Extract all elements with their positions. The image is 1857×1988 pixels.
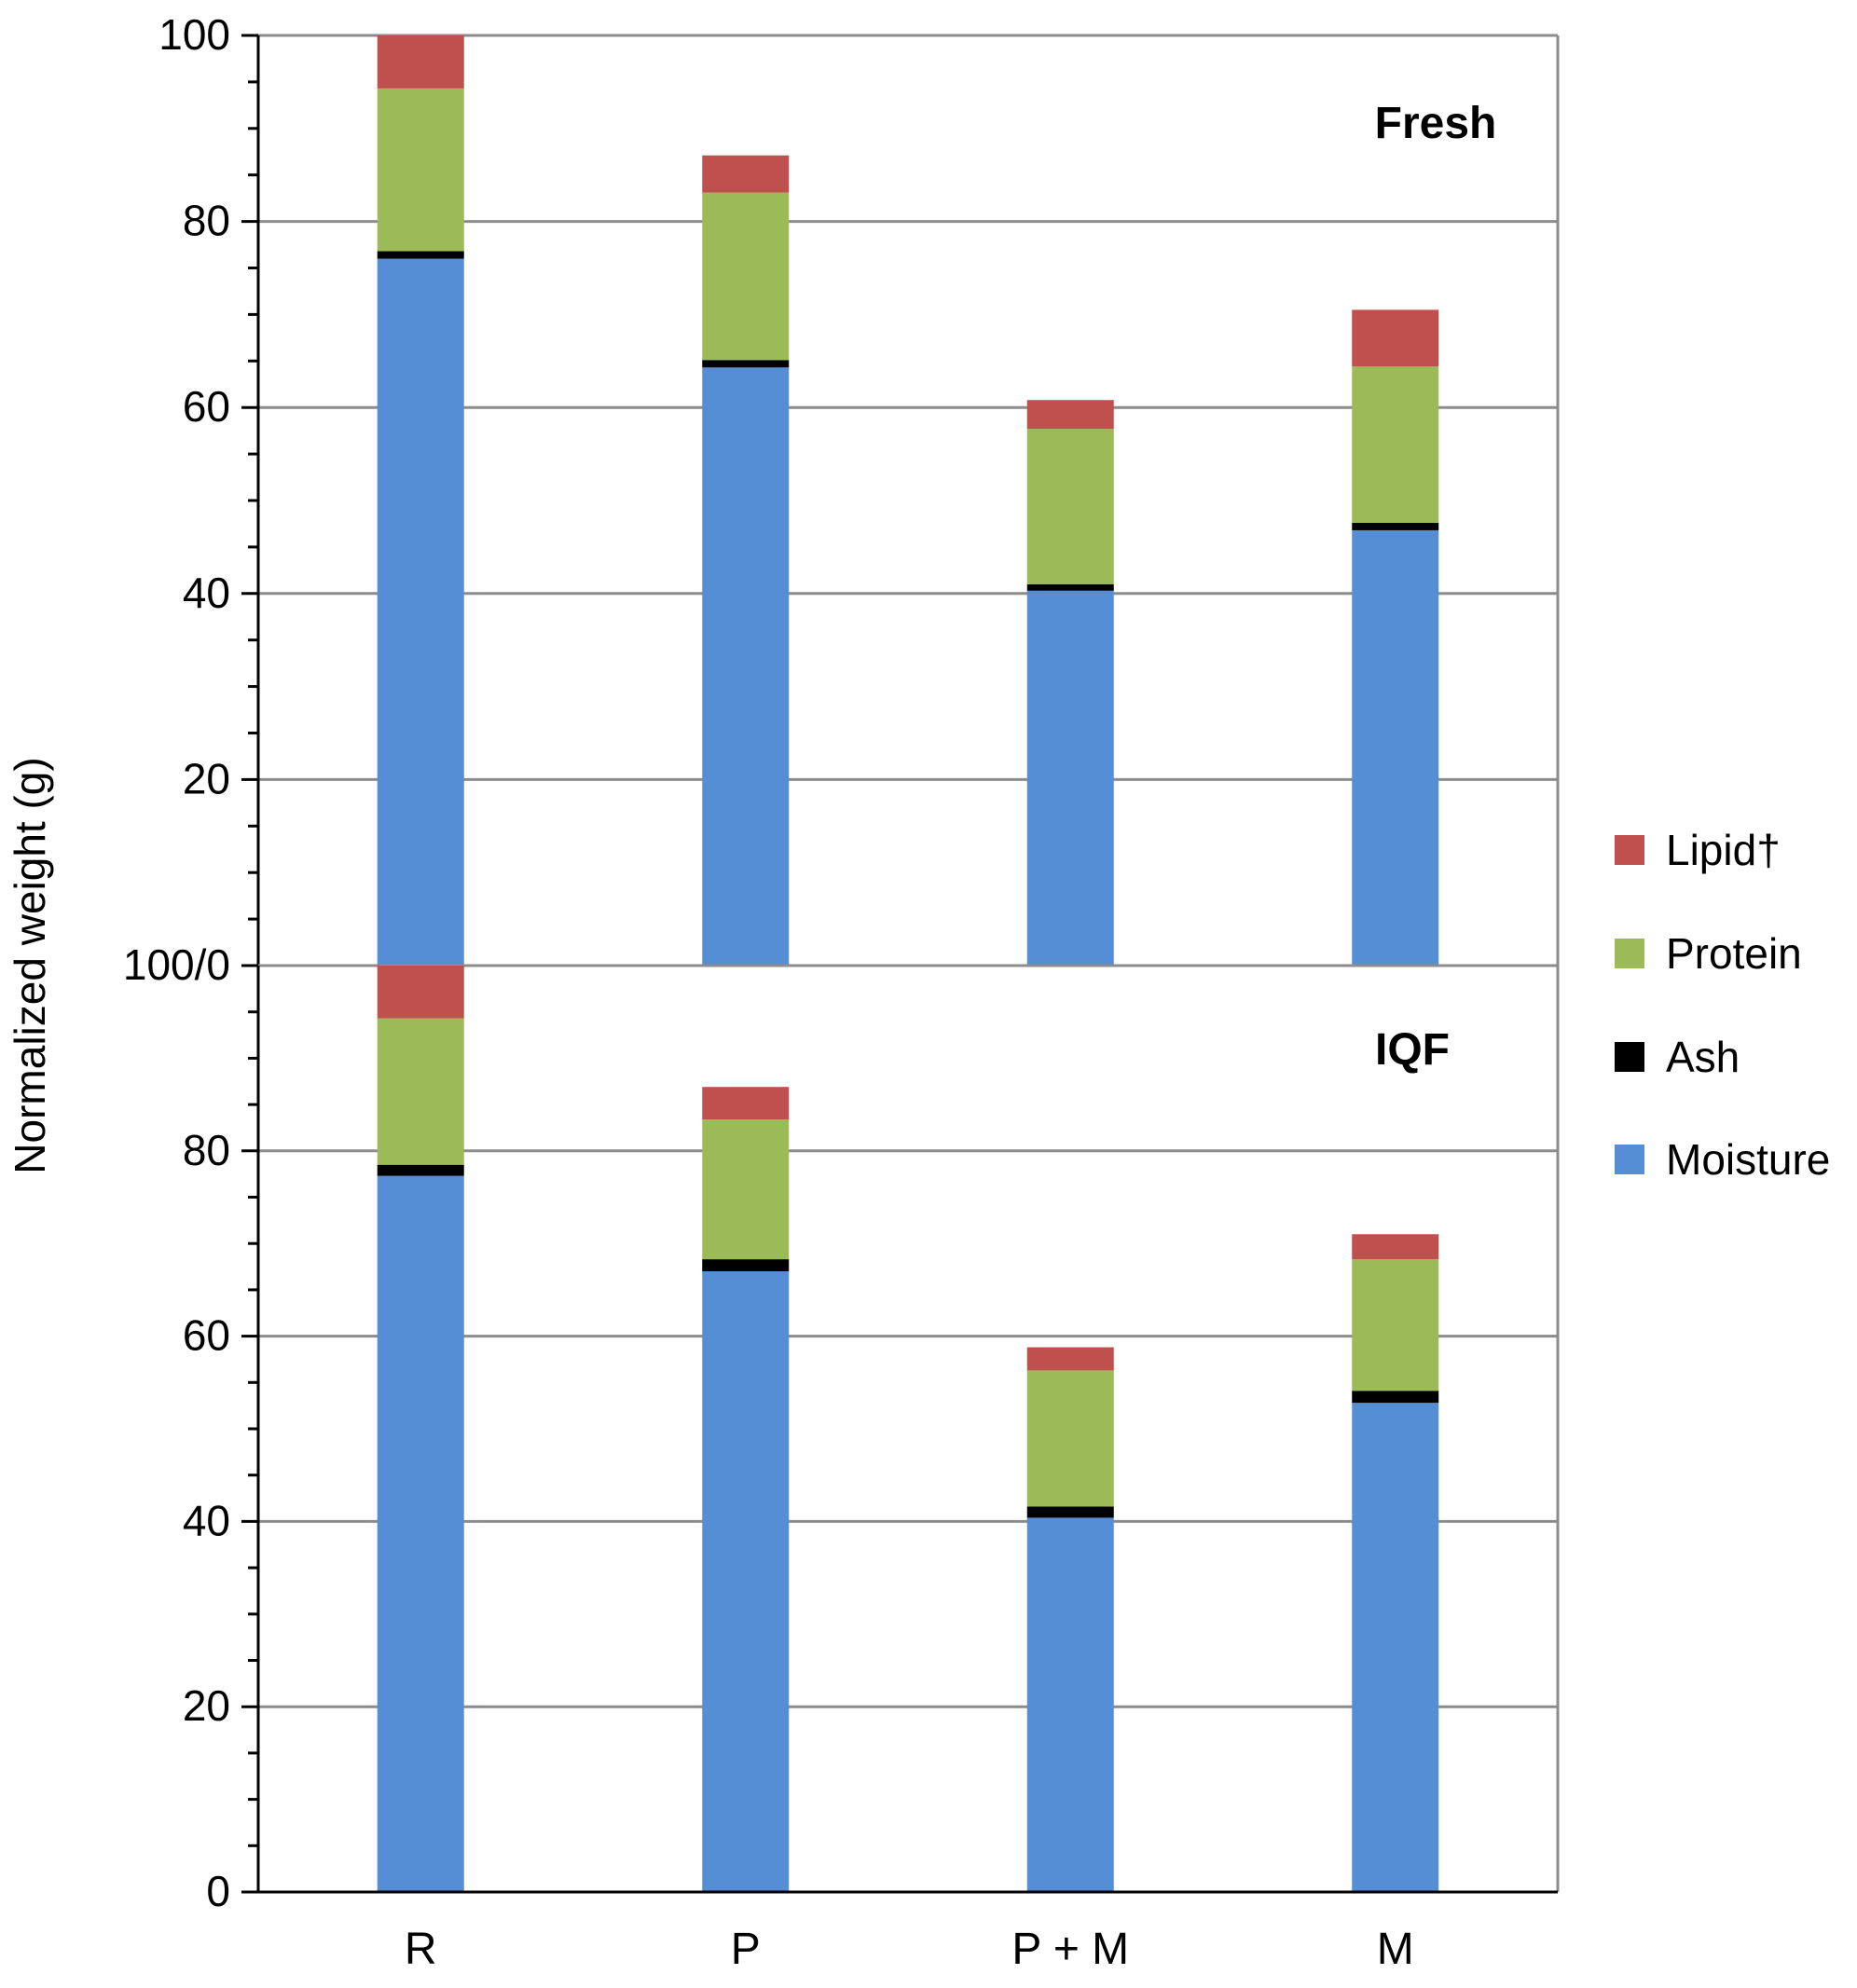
x-tick-label: M [1377,1925,1414,1974]
bar-segment-lipid [1352,1234,1439,1260]
bar-segment-moisture [1026,590,1114,966]
bar-segment-lipid [1352,309,1439,367]
y-tick-label: 40 [183,1496,230,1544]
legend-label-moisture: Moisture [1666,1135,1830,1184]
panel-label: Fresh [1375,99,1497,148]
bar-segment-moisture [377,258,464,966]
bar-segment-ash [1352,1391,1439,1404]
bar-segment-protein [1026,1370,1114,1507]
bar-segment-moisture [1352,529,1439,966]
bar-segment-moisture [1352,1403,1439,1892]
bar-segment-ash [1352,522,1439,530]
legend-swatch-lipid [1615,835,1644,865]
y-tick-label: 100/0 [123,940,230,989]
x-tick-label: P [731,1925,761,1974]
bar-segment-moisture [377,1175,464,1892]
y-tick-label: 20 [183,754,230,802]
bar-segment-protein [1026,429,1114,584]
bar-segment-protein [1352,1259,1439,1392]
bar-segment-protein [377,1018,464,1165]
bar-segment-ash [377,1164,464,1176]
legend-label-ash: Ash [1666,1033,1740,1081]
panel-fresh: 100/0 20 40 60 80 100 Fresh [123,10,1560,989]
bar-segment-lipid [1026,400,1114,430]
bar-segment-lipid [702,155,790,193]
x-tick-label: P + M [1011,1925,1129,1974]
bar-segment-lipid [1026,1347,1114,1371]
bar-segment-ash [1026,583,1114,591]
y-tick-label: 60 [183,1311,230,1360]
legend-label-protein: Protein [1666,929,1802,978]
bar-segment-ash [377,251,464,259]
y-tick-label: 100 [158,10,230,59]
bar-segment-protein [702,1119,790,1260]
legend-swatch-ash [1615,1042,1644,1072]
y-tick-label: 60 [183,382,230,431]
y-axis-title: Normalized weight (g) [6,757,54,1173]
y-tick-label: 40 [183,569,230,617]
bar-segment-protein [1352,366,1439,523]
bar-segment-lipid [377,966,464,1019]
bar-segment-moisture [702,1271,790,1892]
bar-segment-ash [1026,1506,1114,1518]
bar-segment-moisture [1026,1517,1114,1892]
y-tick-label: 80 [183,1126,230,1174]
bar-segment-protein [702,192,790,361]
bar-segment-lipid [702,1087,790,1120]
y-tick-label: 80 [183,197,230,245]
y-tick-label: 20 [183,1681,230,1730]
bar-segment-protein [377,88,464,252]
legend: Lipid† Protein Ash Moisture [1615,826,1830,1184]
panel-label: IQF [1375,1025,1450,1075]
bar-segment-ash [702,360,790,368]
legend-swatch-moisture [1615,1145,1644,1174]
x-tick-label: R [405,1925,437,1974]
panel-iqf: 0 20 40 60 80 IQF [183,964,1560,1915]
bar-segment-moisture [702,367,790,966]
bar-segment-ash [702,1259,790,1272]
y-tick-label: 0 [206,1867,230,1915]
legend-label-lipid: Lipid† [1666,826,1781,874]
legend-swatch-protein [1615,939,1644,968]
bar-segment-lipid [377,35,464,89]
